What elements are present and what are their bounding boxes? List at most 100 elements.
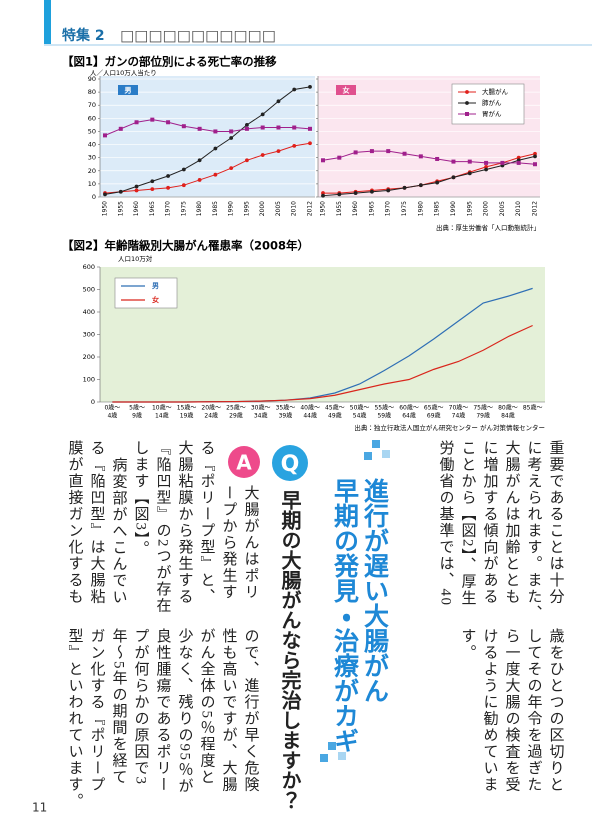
point: [418, 183, 423, 188]
point: [197, 126, 202, 131]
point: [134, 120, 139, 125]
headline: 早期の発見・治療がカギ: [330, 478, 360, 753]
x-tick-label: 1955: [336, 201, 343, 216]
point: [533, 162, 537, 167]
figure-title: 【図1】ガンの部位別による死亡率の推移: [62, 55, 277, 69]
legend-label: 女: [152, 295, 159, 304]
x-tick-label: 2005: [275, 201, 282, 216]
x-tick-label: 2012: [532, 201, 539, 216]
y-axis-label: 人／人口10万人当たり: [90, 68, 157, 77]
point: [402, 185, 407, 190]
point: [292, 143, 297, 148]
point: [533, 154, 537, 159]
point: [435, 180, 440, 185]
x-tick-label: 1990: [228, 201, 235, 216]
point: [103, 192, 107, 197]
point: [197, 178, 202, 182]
panel-label: 女: [343, 86, 350, 95]
point: [386, 188, 391, 193]
x-tick-label: 60歳〜: [399, 404, 419, 412]
legend-label: 大腸がん: [482, 87, 509, 96]
header-title: □□□□□□□□□□□: [120, 27, 276, 45]
body-text-line: けるように勧めていま: [481, 628, 498, 793]
legend-marker: [465, 101, 469, 105]
point: [181, 124, 186, 129]
point: [418, 154, 423, 159]
series-line: [104, 119, 311, 136]
x-tick-label: 20歳〜: [201, 404, 221, 412]
body-text-line: 型』といわれています。: [66, 628, 83, 810]
point: [229, 136, 234, 140]
x-tick-label: 15歳〜: [177, 404, 197, 412]
point: [353, 191, 358, 195]
point: [369, 149, 374, 154]
x-tick-label: 9歳: [132, 412, 142, 420]
point: [166, 174, 170, 178]
x-tick-label: 50歳〜: [350, 404, 370, 412]
panel-label-box: [336, 85, 356, 95]
body-text-line: 少なく、残りの95％が: [176, 628, 193, 795]
point: [321, 193, 325, 198]
point: [276, 125, 281, 130]
x-tick-label: 2012: [307, 201, 314, 216]
series-line: [104, 142, 311, 194]
x-tick-label: 1980: [417, 201, 424, 216]
figure-source: 出典：独立行政法人国立がん研究センター がん対策情報センター: [354, 423, 545, 432]
x-tick-label: 30歳〜: [251, 404, 271, 412]
point: [245, 122, 249, 127]
decor-square: [372, 440, 380, 448]
x-tick-label: 2005: [499, 201, 506, 216]
y-tick-label: 300: [83, 331, 95, 339]
y-tick-label: 10: [88, 180, 96, 188]
body-text-line: 良性腫瘍であるポリー: [154, 628, 171, 793]
point: [260, 125, 265, 130]
point: [244, 126, 249, 131]
point: [134, 188, 139, 193]
point: [134, 184, 139, 189]
x-tick-label: 19歳: [180, 412, 194, 420]
point: [213, 172, 218, 177]
body-text-line: 労働省の基準では、40: [437, 440, 454, 607]
x-tick-label: 1995: [466, 201, 473, 216]
x-tick-label: 1975: [401, 201, 408, 216]
point: [181, 167, 186, 172]
x-tick-label: 1965: [149, 201, 156, 216]
x-tick-label: 39歳: [279, 412, 293, 420]
point: [308, 126, 312, 131]
body-text-line: 年～5年の期間を経て: [110, 628, 127, 786]
x-tick-label: 1950: [320, 201, 327, 216]
x-tick-label: 1990: [450, 201, 457, 216]
y-tick-label: 0: [91, 398, 95, 406]
header-section: 特集 2: [62, 27, 105, 44]
x-tick-label: 1985: [212, 201, 219, 216]
x-tick-label: 69歳: [427, 412, 441, 420]
series-line: [323, 153, 536, 194]
x-tick-label: 2010: [291, 201, 298, 216]
point: [292, 125, 297, 130]
point: [451, 159, 456, 164]
y-tick-label: 90: [88, 75, 96, 83]
x-tick-label: 24歳: [204, 412, 218, 420]
x-tick-label: 2010: [515, 201, 522, 216]
x-tick-label: 64歳: [402, 412, 416, 420]
legend-label: 胃がん: [482, 109, 502, 118]
q-badge: [272, 445, 308, 481]
point: [321, 158, 325, 163]
point: [484, 160, 489, 165]
y-tick-label: 70: [88, 101, 96, 109]
body-text-line: 性も高いですが、大腸: [220, 628, 237, 793]
point: [213, 129, 218, 134]
decor-square: [364, 452, 372, 460]
point: [451, 175, 456, 180]
x-tick-label: 75歳〜: [473, 404, 493, 412]
figure-title: 【図2】年齢階級別大腸がん罹患率（2008年）: [62, 239, 309, 253]
point: [197, 158, 202, 163]
point: [292, 87, 297, 92]
series-line: [322, 155, 536, 197]
y-tick-label: 40: [88, 141, 96, 149]
decor-square: [320, 754, 328, 762]
x-tick-label: 2000: [483, 201, 490, 216]
x-tick-label: 34歳: [254, 412, 268, 420]
point: [516, 160, 521, 165]
x-tick-label: 40歳〜: [300, 404, 320, 412]
